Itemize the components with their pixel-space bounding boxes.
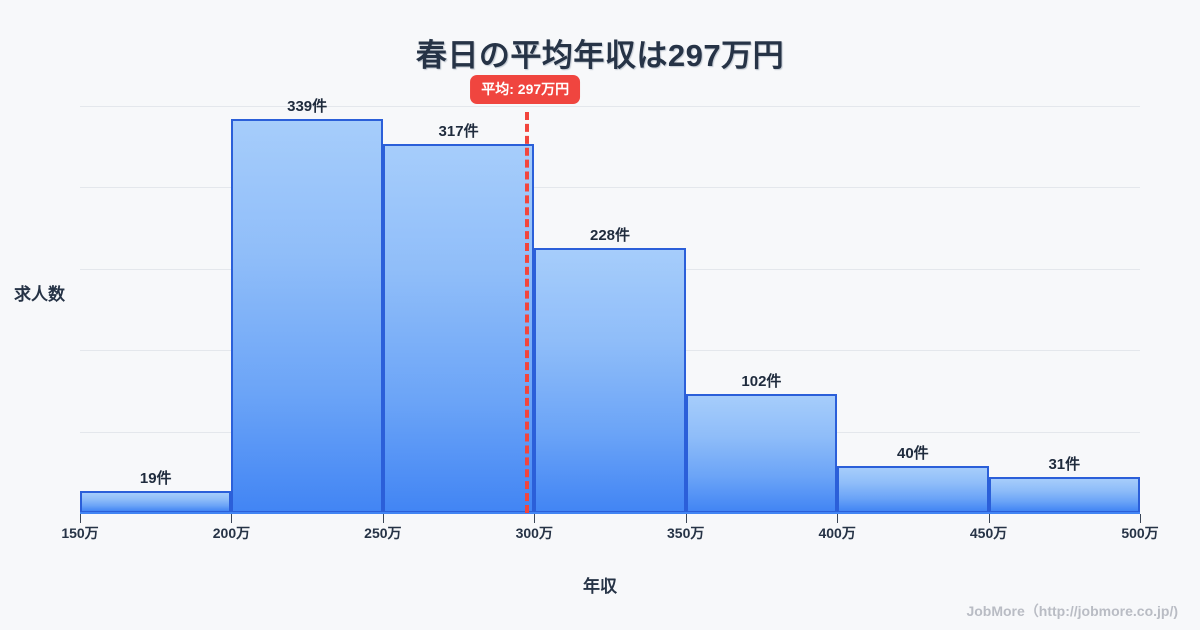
x-axis-tick-label: 300万 [515,525,553,541]
x-axis-tick-label: 150万 [61,525,99,541]
x-axis-tick-label: 250万 [364,525,402,541]
x-axis-tick [685,514,687,523]
bar-value-label: 40件 [897,445,929,463]
bar-value-label: 102件 [741,373,782,391]
watermark: JobMore（http://jobmore.co.jp/) [966,603,1178,619]
bar[interactable] [382,144,535,513]
x-axis-tick-label: 400万 [818,525,856,541]
x-axis-tick-label: 500万 [1121,525,1159,541]
bar-value-label: 19件 [139,469,172,487]
bar[interactable] [80,490,232,513]
x-axis-tick [1140,514,1141,523]
x-axis-tick [382,514,384,523]
x-axis-tick-label: 450万 [969,525,1008,541]
x-axis-title: 年収 [583,577,617,596]
x-axis-tick [837,514,839,523]
bar-value-label: 317件 [438,123,479,141]
y-axis-title: 求人数 [14,285,65,304]
bar-value-label: 339件 [287,97,328,115]
bar-value-label: 228件 [589,226,631,244]
average-line [525,112,530,513]
x-axis-tick-label: 350万 [667,525,705,541]
gridline [80,187,1140,189]
x-axis-tick-label: 200万 [212,525,251,541]
chart-title: 春日の平均年収は297万円 [415,38,785,73]
gridline [80,105,1140,107]
plot-area [80,100,1140,513]
bar[interactable] [534,247,686,513]
x-axis-tick [80,514,81,523]
bar[interactable] [231,118,383,513]
x-axis-tick [231,514,233,523]
bar[interactable] [988,476,1140,513]
bar[interactable] [837,466,989,513]
average-badge: 平均: 297万円 [470,75,581,104]
x-axis-tick [988,514,990,523]
bar[interactable] [685,394,838,513]
x-axis-line [80,512,1140,514]
bar-value-label: 31件 [1048,455,1081,473]
x-axis-tick [534,514,536,523]
